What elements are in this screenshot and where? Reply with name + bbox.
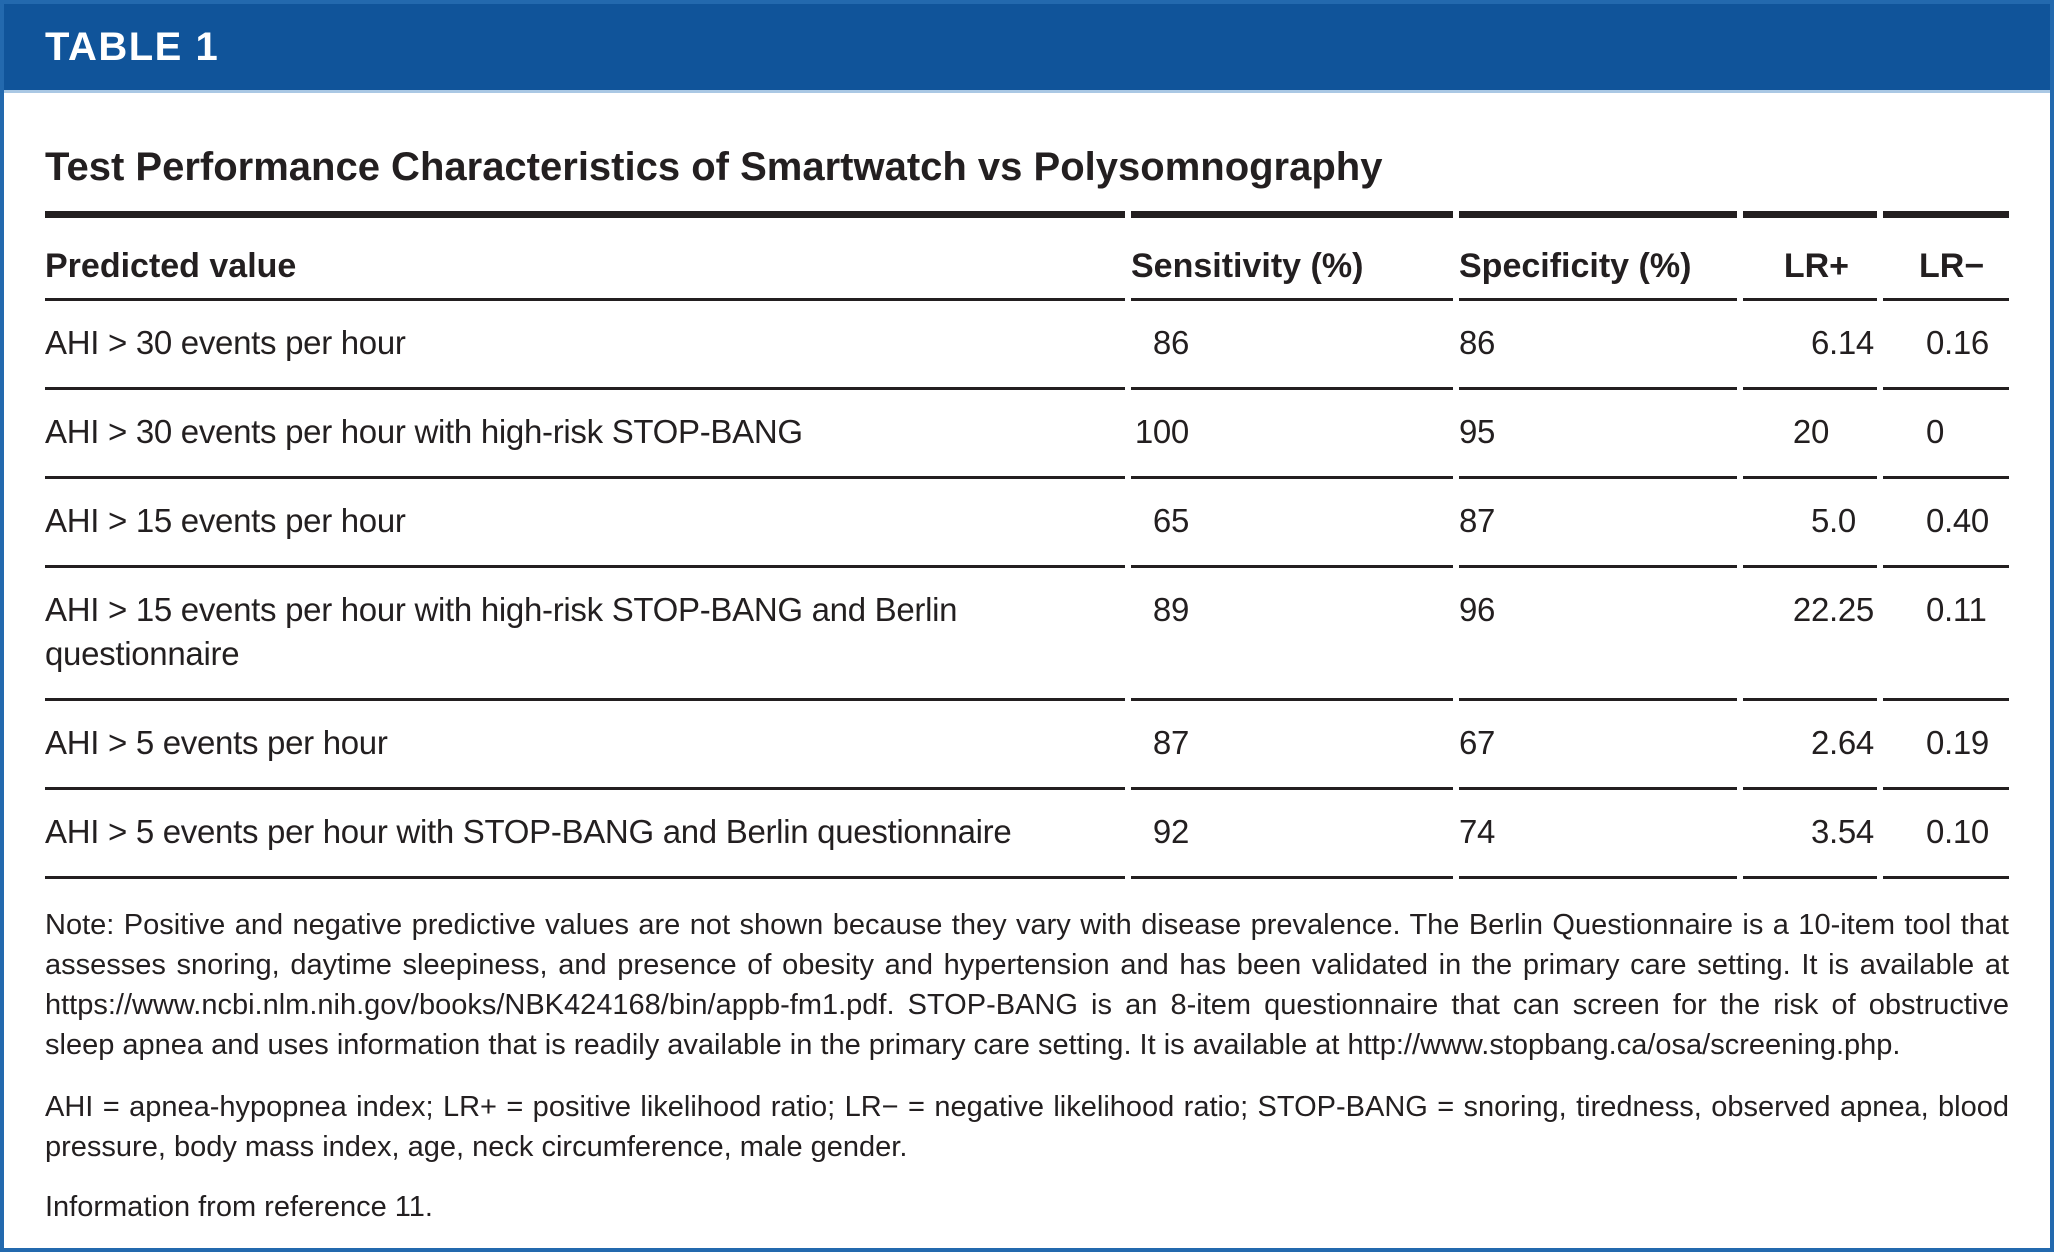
table-header-bar: TABLE 1	[4, 4, 2050, 93]
value-integer-part: 6	[1810, 324, 1829, 361]
cell-lr-plus: 2.64	[1743, 698, 1877, 787]
cell-specificity: 95	[1459, 387, 1737, 476]
value-fraction-part: .14	[1829, 324, 1874, 361]
cell-specificity: 67	[1459, 698, 1737, 787]
value-fraction-part: .0	[1829, 502, 1856, 539]
table-row: AHI > 5 events per hour 87 67 2.64 0.19	[45, 698, 2009, 787]
abbreviations-note: AHI = apnea-hypopnea index; LR+ = positi…	[45, 1091, 2009, 1163]
cell-specificity: 96	[1459, 565, 1737, 698]
column-header-specificity: Specificity (%)	[1459, 211, 1737, 298]
cell-lr-plus: 3.54	[1743, 787, 1877, 879]
table-body: AHI > 30 events per hour 86 86 6.14 0.16 AHI …	[45, 298, 2009, 879]
value-integer-part: 0	[1925, 813, 1944, 850]
cell-sensitivity: 87	[1131, 698, 1453, 787]
cell-sensitivity: 89	[1131, 565, 1453, 698]
table-note: Note: Positive and negative predictive v…	[45, 909, 2009, 1061]
cell-lr-minus: 0.16	[1883, 298, 2009, 387]
value-fraction-part: .10	[1944, 813, 1989, 850]
cell-predicted-value: AHI > 15 events per hour	[45, 476, 1125, 565]
column-header-lr-plus: LR+	[1743, 211, 1877, 298]
cell-predicted-value: AHI > 15 events per hour with high-risk …	[45, 565, 1125, 698]
value-fraction-part: .64	[1829, 724, 1874, 761]
cell-sensitivity: 100	[1131, 387, 1453, 476]
table-title: Test Performance Characteristics of Smar…	[45, 145, 1383, 189]
cell-lr-minus: 0	[1883, 387, 2009, 476]
value-integer-part: 5	[1810, 502, 1829, 539]
table-row: AHI > 15 events per hour with high-risk …	[45, 565, 2009, 698]
value-fraction-part: .40	[1944, 502, 1989, 539]
cell-lr-plus: 6.14	[1743, 298, 1877, 387]
cell-sensitivity: 65	[1131, 476, 1453, 565]
cell-predicted-value: AHI > 30 events per hour	[45, 298, 1125, 387]
value-fraction-part: .11	[1944, 591, 1987, 628]
value-integer-part: 22	[1792, 591, 1829, 628]
cell-specificity: 74	[1459, 787, 1737, 879]
value-fraction-part: .19	[1944, 724, 1989, 761]
column-header-predicted-value: Predicted value	[45, 211, 1125, 298]
cell-lr-plus: 22.25	[1743, 565, 1877, 698]
value-integer-part: 0	[1925, 724, 1944, 761]
cell-specificity: 87	[1459, 476, 1737, 565]
value-integer-part: 20	[1792, 413, 1829, 450]
value-integer-part: 3	[1810, 813, 1829, 850]
table-row: AHI > 15 events per hour 65 87 5.0 0.40	[45, 476, 2009, 565]
cell-predicted-value: AHI > 5 events per hour	[45, 698, 1125, 787]
cell-lr-minus: 0.11	[1883, 565, 2009, 698]
value-fraction-part: .54	[1829, 813, 1874, 850]
value-integer-part: 2	[1810, 724, 1829, 761]
cell-lr-minus: 0.40	[1883, 476, 2009, 565]
table-row: AHI > 5 events per hour with STOP-BANG a…	[45, 787, 2009, 879]
table-row: AHI > 30 events per hour with high-risk …	[45, 387, 2009, 476]
cell-lr-plus: 20	[1743, 387, 1877, 476]
cell-sensitivity: 86	[1131, 298, 1453, 387]
value-integer-part: 0	[1925, 413, 1944, 450]
table-row: AHI > 30 events per hour 86 86 6.14 0.16	[45, 298, 2009, 387]
cell-specificity: 86	[1459, 298, 1737, 387]
cell-lr-plus: 5.0	[1743, 476, 1877, 565]
value-fraction-part: .16	[1944, 324, 1989, 361]
value-fraction-part	[1944, 410, 2009, 454]
value-integer-part: 0	[1925, 591, 1944, 628]
table-header-row: Predicted value Sensitivity (%) Specific…	[45, 211, 2009, 298]
value-fraction-part: .25	[1829, 591, 1874, 628]
cell-predicted-value: AHI > 30 events per hour with high-risk …	[45, 387, 1125, 476]
value-integer-part: 0	[1925, 502, 1944, 539]
column-header-lr-minus: LR−	[1883, 211, 2009, 298]
table-content: Test Performance Characteristics of Smar…	[4, 145, 2050, 1227]
value-fraction-part	[1829, 410, 1877, 454]
value-integer-part: 0	[1925, 324, 1944, 361]
cell-predicted-value: AHI > 5 events per hour with STOP-BANG a…	[45, 787, 1125, 879]
cell-lr-minus: 0.10	[1883, 787, 2009, 879]
column-header-sensitivity: Sensitivity (%)	[1131, 211, 1453, 298]
table-label: TABLE 1	[45, 24, 220, 69]
cell-lr-minus: 0.19	[1883, 698, 2009, 787]
cell-sensitivity: 92	[1131, 787, 1453, 879]
source-note: Information from reference 11.	[45, 1191, 433, 1223]
